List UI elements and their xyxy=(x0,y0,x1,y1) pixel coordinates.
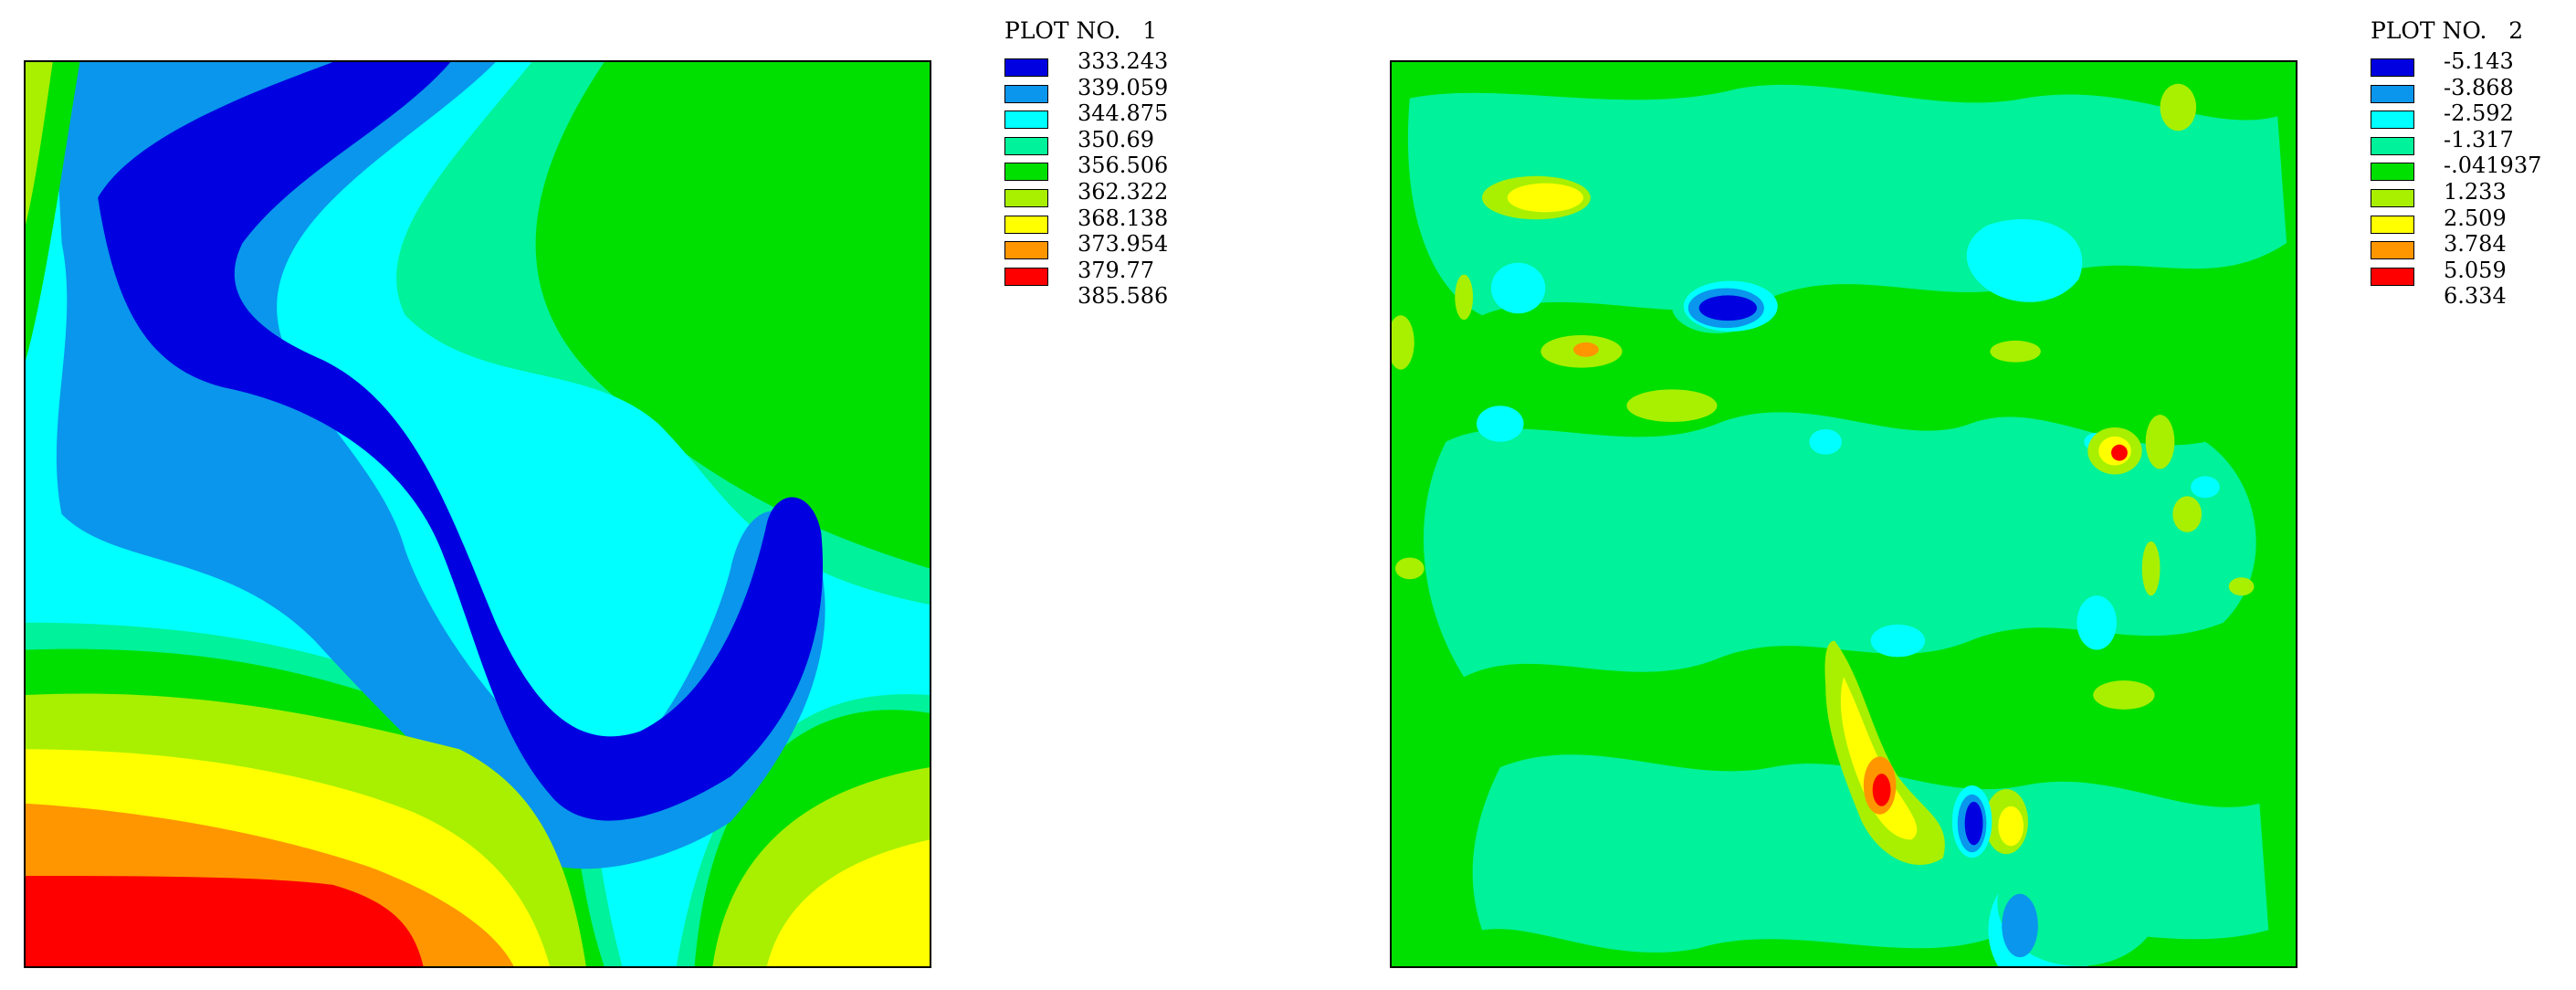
contour-region xyxy=(1698,295,1757,321)
legend-value: 2.509 xyxy=(2444,205,2507,231)
contour-plot-1 xyxy=(24,60,931,968)
contour-region xyxy=(2145,415,2175,469)
legend-title-2: PLOT NO. 2 xyxy=(2371,17,2524,44)
contour-region xyxy=(1990,340,2041,363)
legend-value: 373.954 xyxy=(1078,231,1169,258)
contour-region xyxy=(1572,342,1599,357)
contour-region xyxy=(1626,389,1718,423)
contour-region xyxy=(2228,577,2255,596)
contour-region xyxy=(2077,595,2117,650)
contour-region xyxy=(1392,315,1414,370)
contour-region xyxy=(1966,218,2083,302)
legend-swatch xyxy=(2371,163,2414,182)
legend-value: 379.77 xyxy=(1078,257,1154,283)
legend-value: -5.143 xyxy=(2444,48,2514,74)
legend-value: 385.586 xyxy=(1078,283,1169,310)
legend-plot-1: PLOT NO. 1 333.243 339.059 344.875 350.6… xyxy=(1004,18,1278,320)
legend-value: -1.317 xyxy=(2444,126,2514,153)
contour-region xyxy=(1872,774,1891,806)
legend-value: 344.875 xyxy=(1078,100,1169,127)
contour-region xyxy=(1423,412,2256,678)
legend-value: -3.868 xyxy=(2444,74,2514,100)
legend-swatch xyxy=(2371,58,2414,77)
legend-value: 339.059 xyxy=(1078,74,1169,100)
legend-value: -2.592 xyxy=(2444,100,2514,127)
contour-region xyxy=(2191,476,2220,499)
legend-swatch xyxy=(2371,188,2414,207)
legend-plot-2: PLOT NO. 2 -5.143 -3.868 -2.592 -1.317 -… xyxy=(2371,18,2576,320)
legend-swatch xyxy=(2371,267,2414,286)
legend-swatch xyxy=(2371,136,2414,155)
contour-region xyxy=(1824,640,1945,865)
contour-band-379 xyxy=(26,876,424,966)
contour-region xyxy=(1490,262,1546,314)
legend-swatch xyxy=(2371,215,2414,234)
contour-band-368-right xyxy=(766,839,930,966)
contour-band-333 xyxy=(98,62,824,821)
contour-region xyxy=(1998,806,2024,847)
legend-swatch xyxy=(1004,84,1048,103)
legend-swatch xyxy=(1004,267,1048,286)
contour-region xyxy=(1997,839,2161,966)
contour-band-339 xyxy=(52,62,825,869)
contour-region xyxy=(1732,170,1913,264)
contour-region xyxy=(1455,274,1474,321)
legend-swatch xyxy=(2371,111,2414,130)
legend-swatch xyxy=(1004,58,1048,77)
contour-region xyxy=(1840,677,1918,840)
contour-region xyxy=(2093,680,2155,710)
legend-swatch xyxy=(2371,84,2414,103)
legend-value: 5.059 xyxy=(2444,257,2507,283)
contour-region xyxy=(1964,801,1983,846)
contour-region xyxy=(1507,183,1583,213)
legend-value: -.041937 xyxy=(2444,153,2542,179)
legend-value: 6.334 xyxy=(2444,283,2507,310)
legend-value: 333.243 xyxy=(1078,48,1169,74)
legend-value: 362.322 xyxy=(1078,178,1169,205)
legend-swatch xyxy=(1004,163,1048,182)
contour-region xyxy=(2141,541,2161,596)
contour-region xyxy=(2160,83,2197,132)
legend-swatch xyxy=(2371,241,2414,260)
legend-value: 356.506 xyxy=(1078,153,1169,179)
contour-plot-2 xyxy=(1390,60,2297,968)
contour-region xyxy=(1809,428,1843,455)
legend-value: 350.69 xyxy=(1078,126,1154,153)
legend-swatch xyxy=(1004,136,1048,155)
legend-title-1: PLOT NO. 1 xyxy=(1004,17,1158,44)
legend-swatch xyxy=(1004,215,1048,234)
legend-swatch xyxy=(1004,111,1048,130)
contour-region xyxy=(1394,557,1425,580)
contour-band-362-topleft xyxy=(26,62,53,226)
contour-region xyxy=(2002,893,2038,958)
legend-value: 1.233 xyxy=(2444,178,2507,205)
contour-region xyxy=(1870,624,1926,658)
contour-region xyxy=(2111,444,2128,461)
contour-plot-2-svg xyxy=(1392,62,2296,966)
legend-swatch xyxy=(1004,241,1048,260)
legend-swatch xyxy=(1004,188,1048,207)
contour-region xyxy=(2172,496,2203,532)
legend-value: 368.138 xyxy=(1078,205,1169,231)
legend-value: 3.784 xyxy=(2444,231,2507,258)
contour-region xyxy=(1477,405,1524,442)
contour-plot-1-svg xyxy=(26,62,930,966)
